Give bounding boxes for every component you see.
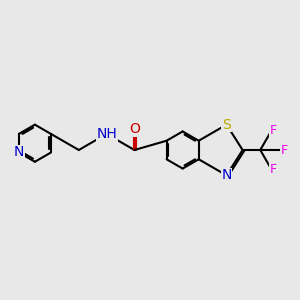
Text: NH: NH [96,127,117,141]
Text: F: F [281,143,288,157]
Text: O: O [129,122,140,136]
Text: F: F [270,163,277,176]
Text: F: F [270,124,277,137]
Text: S: S [222,118,231,132]
Text: N: N [221,168,232,182]
Text: N: N [14,146,24,160]
